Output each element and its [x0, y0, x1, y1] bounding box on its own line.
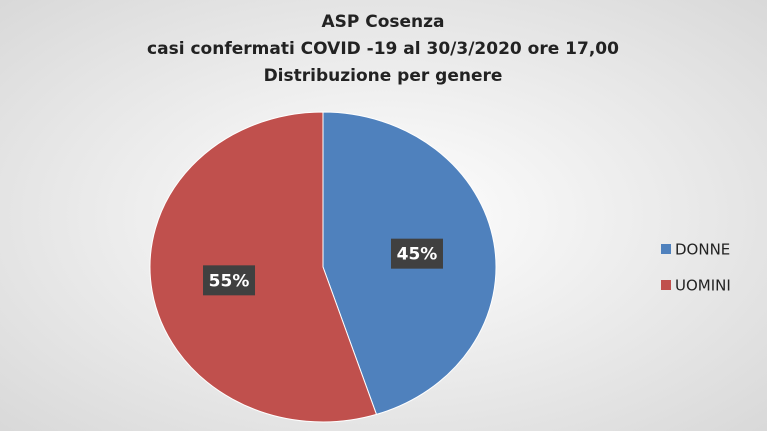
legend-swatch	[661, 280, 671, 290]
chart-title: Distribuzione per genere	[264, 66, 503, 86]
chart-title: casi confermati COVID -19 al 30/3/2020 o…	[147, 39, 619, 59]
legend-label: DONNE	[675, 241, 730, 259]
data-label-box	[203, 265, 256, 296]
chart-title: ASP Cosenza	[321, 12, 444, 32]
legend-label: UOMINI	[675, 277, 731, 295]
pie-slice	[149, 111, 378, 423]
legend-swatch	[661, 244, 671, 254]
data-label-box	[390, 238, 443, 269]
data-label: 45%	[397, 245, 438, 265]
data-label: 55%	[209, 271, 250, 291]
